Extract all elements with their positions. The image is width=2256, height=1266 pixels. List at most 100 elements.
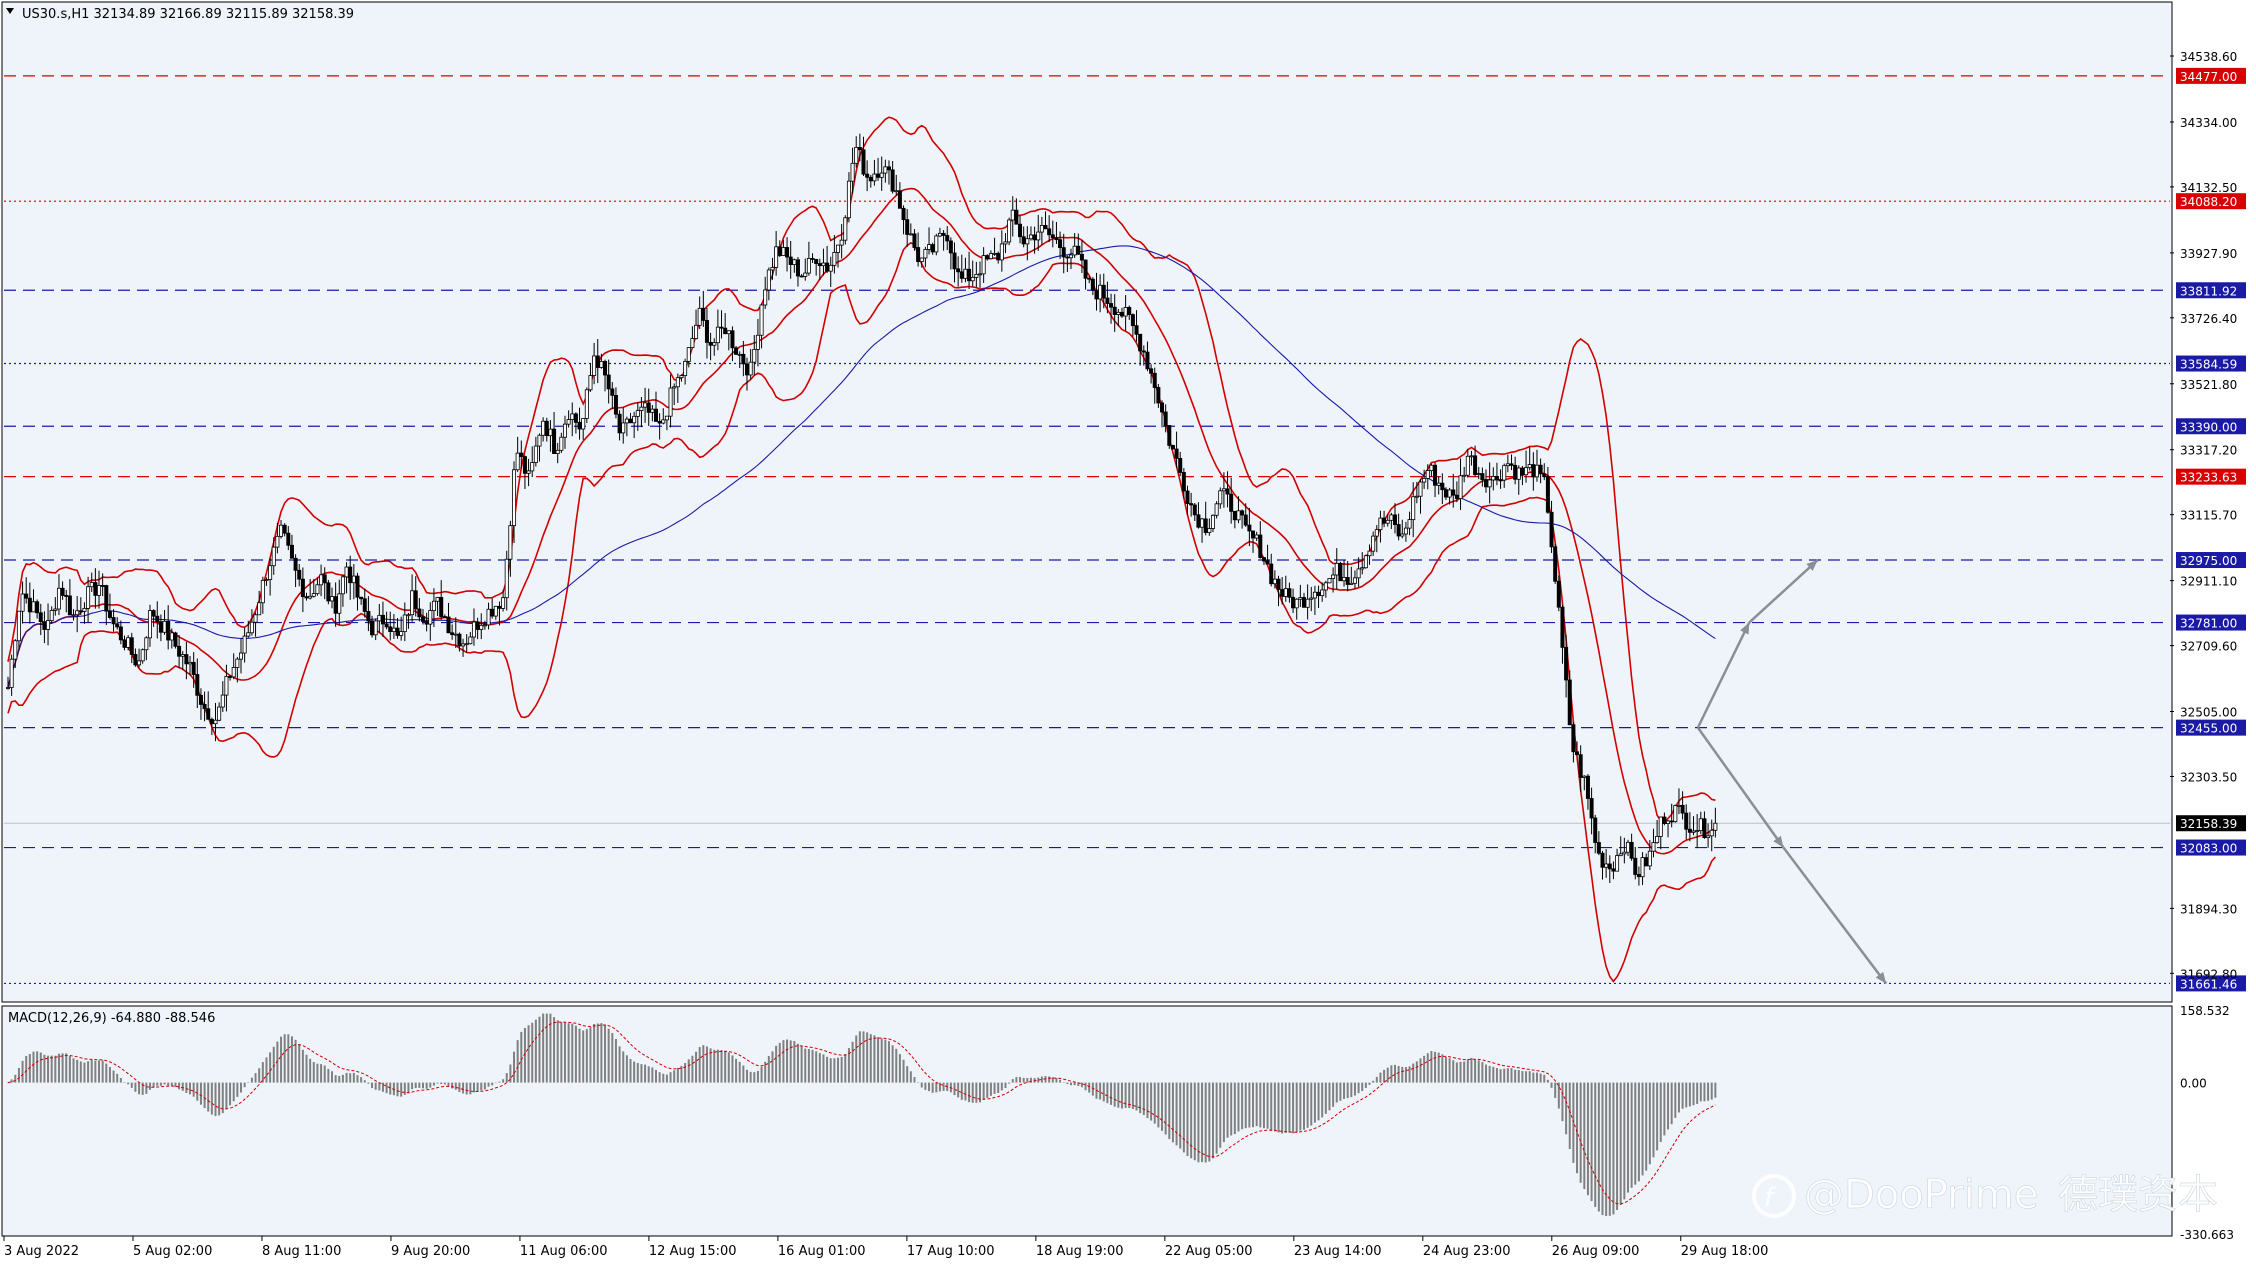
candle-body — [1585, 775, 1590, 799]
macd-bar — [1561, 1082, 1564, 1122]
candle-body — [1633, 857, 1638, 875]
candle-body — [253, 614, 258, 623]
macd-bar — [1335, 1082, 1338, 1103]
candle-body — [1491, 476, 1496, 481]
candle-body — [799, 275, 804, 278]
candle-body — [1385, 519, 1390, 524]
candle-body — [351, 575, 356, 584]
candle-body — [1283, 588, 1288, 597]
macd-bar — [975, 1082, 978, 1103]
candle-body — [1371, 535, 1376, 552]
macd-bar — [891, 1045, 894, 1083]
candle-body — [1622, 851, 1627, 855]
candle-body — [512, 469, 517, 527]
candle-body — [988, 253, 993, 260]
macd-bar — [924, 1082, 927, 1090]
macd-bar — [578, 1028, 581, 1083]
candle-body — [264, 579, 269, 581]
candle-body — [1272, 578, 1277, 585]
candle-body — [919, 257, 924, 262]
macd-bar — [636, 1063, 639, 1083]
macd-bar — [713, 1049, 716, 1083]
macd-bar — [1357, 1082, 1360, 1094]
macd-bar — [960, 1082, 963, 1100]
macd-bar — [1080, 1082, 1083, 1088]
macd-bar — [1546, 1079, 1549, 1083]
price-tick-label: 32303.50 — [2180, 770, 2237, 784]
candle-body — [9, 658, 14, 688]
macd-bar — [560, 1022, 563, 1083]
macd-bar — [604, 1025, 607, 1083]
candle-body — [1316, 591, 1321, 597]
macd-bar — [913, 1076, 916, 1083]
candle-body — [1141, 350, 1146, 353]
macd-bar — [1441, 1054, 1444, 1083]
candle-body — [115, 623, 120, 628]
candle-body — [1094, 289, 1099, 300]
macd-bar — [866, 1032, 869, 1083]
macd-bar — [818, 1053, 821, 1083]
candle-body — [93, 582, 98, 596]
macd-bar — [909, 1071, 912, 1083]
candle-body — [999, 243, 1004, 261]
macd-bar — [1197, 1082, 1200, 1163]
macd-bar — [345, 1072, 348, 1083]
candle-body — [1593, 817, 1598, 843]
macd-bar — [1630, 1082, 1633, 1188]
macd-signal-path — [7, 1021, 1716, 1205]
projection-arrowhead-icon — [1806, 560, 1818, 571]
chart-menu-triangle-icon[interactable] — [6, 8, 14, 14]
macd-bar — [1233, 1082, 1236, 1135]
macd-bar — [669, 1072, 672, 1083]
macd-bar — [1696, 1082, 1699, 1104]
macd-plot-area[interactable] — [1, 1005, 2173, 1237]
candle-body — [304, 596, 309, 599]
macd-bar — [596, 1023, 599, 1083]
candle-body — [759, 304, 764, 336]
candle-body — [1655, 836, 1660, 844]
macd-bar — [1412, 1063, 1415, 1083]
candle-body — [27, 597, 32, 613]
candle-body — [322, 574, 327, 584]
macd-bar — [1710, 1082, 1713, 1100]
candle-body — [632, 415, 637, 424]
candle-body — [195, 674, 200, 696]
level-price-tag — [2176, 418, 2246, 435]
candle-body — [38, 612, 43, 623]
candle-body — [1232, 510, 1237, 521]
candle-body — [1673, 805, 1678, 822]
candle-body — [930, 244, 935, 253]
macd-bar — [1525, 1071, 1528, 1083]
candle-body — [413, 590, 418, 610]
macd-bar — [349, 1073, 352, 1083]
main-plot-area[interactable] — [1, 1, 2173, 1003]
candle-body — [846, 180, 851, 219]
macd-bar — [1637, 1082, 1640, 1182]
candle-body — [1305, 598, 1310, 608]
macd-bar — [1401, 1066, 1404, 1083]
macd-bar — [1503, 1068, 1506, 1083]
macd-bar — [145, 1082, 148, 1094]
macd-bar — [269, 1052, 272, 1083]
macd-bar — [917, 1082, 920, 1084]
projection-arrowhead-icon — [1773, 835, 1784, 848]
candle-body — [140, 649, 145, 662]
macd-bar — [680, 1065, 683, 1083]
macd-bar — [54, 1055, 57, 1083]
candle-body — [1291, 596, 1296, 609]
candle-body — [1374, 529, 1379, 537]
macd-bar — [1707, 1082, 1710, 1101]
macd-bar — [367, 1082, 370, 1084]
candle-body — [1691, 830, 1696, 833]
candle-body — [20, 593, 25, 612]
macd-bar — [403, 1082, 406, 1095]
macd-bar — [542, 1013, 545, 1083]
candle-body — [959, 271, 964, 279]
candle-body — [908, 233, 913, 236]
time-axis[interactable] — [2, 1237, 2254, 1261]
candle-body — [1069, 254, 1074, 259]
macd-bar — [695, 1051, 698, 1083]
candle-body — [206, 708, 211, 720]
macd-bar — [305, 1054, 308, 1083]
